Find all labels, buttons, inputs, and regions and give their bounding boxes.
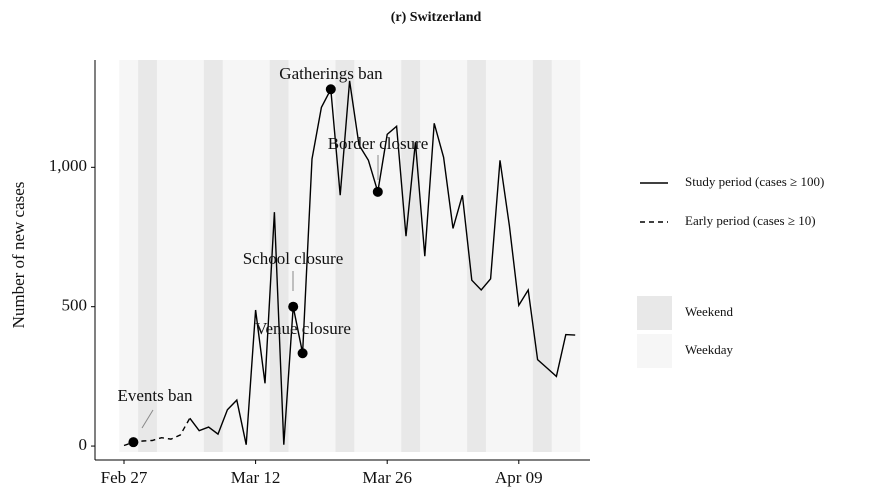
weekday-band: [551, 60, 562, 452]
weekday-band: [156, 60, 167, 452]
event-label: Gatherings ban: [279, 64, 383, 83]
weekday-band: [260, 60, 270, 452]
weekday-band: [354, 60, 364, 452]
event-dot: [297, 348, 308, 359]
weekday-band: [438, 60, 449, 452]
event-label: Venue closure: [255, 319, 351, 338]
weekend-band: [467, 60, 477, 452]
weekend-band: [138, 60, 148, 452]
weekend-band: [213, 60, 223, 452]
weekend-band: [344, 60, 355, 452]
weekend-band: [401, 60, 411, 452]
weekday-band: [222, 60, 233, 452]
weekend-band: [476, 60, 487, 452]
weekend-band: [147, 60, 158, 452]
weekday-band: [297, 60, 308, 452]
weekday-band: [485, 60, 496, 452]
y-tick-label: 0: [79, 435, 88, 454]
weekend-band: [269, 60, 280, 452]
weekend-band: [279, 60, 289, 452]
weekday-band: [363, 60, 374, 452]
weekday-band: [128, 60, 139, 452]
weekend-band: [532, 60, 543, 452]
weekend-band: [335, 60, 346, 452]
weekday-band: [382, 60, 393, 452]
series-line: [189, 80, 576, 445]
weekday-band: [241, 60, 252, 452]
weekday-band: [514, 60, 524, 452]
legend-swatch: [637, 334, 672, 368]
weekday-band: [185, 60, 195, 452]
weekday-band: [504, 60, 515, 452]
weekday-band: [232, 60, 242, 452]
event-leader: [141, 409, 154, 429]
weekday-band: [119, 60, 129, 452]
event-label: Border closure: [328, 134, 429, 153]
weekday-band: [288, 60, 299, 452]
legend-label: Early period (cases ≥ 10): [685, 213, 816, 228]
y-tick-label: 1,000: [49, 156, 87, 175]
x-tick-label: Feb 27: [101, 468, 148, 487]
weekday-band: [373, 60, 383, 452]
weekday-band: [307, 60, 317, 452]
weekday-band: [495, 60, 505, 452]
weekday-band: [250, 60, 261, 452]
x-tick-label: Mar 26: [362, 468, 412, 487]
weekday-band: [523, 60, 534, 452]
weekend-band: [542, 60, 552, 452]
weekday-band: [166, 60, 176, 452]
legend-label: Study period (cases ≥ 100): [685, 174, 824, 189]
event-dot: [128, 437, 139, 448]
weekday-band: [194, 60, 205, 452]
legend-swatch: [637, 296, 672, 330]
plot: 0 500 1,000 Feb 27 Mar 12 Mar 26 Apr 09 Events …: [49, 60, 590, 487]
event-dot: [325, 84, 336, 95]
weekday-band: [570, 60, 581, 452]
y-tick-label: 500: [62, 296, 88, 315]
weekday-band: [316, 60, 327, 452]
x-tick-label: Apr 09: [495, 468, 543, 487]
weekend-band: [203, 60, 214, 452]
weekday-band: [561, 60, 571, 452]
event-label: School closure: [243, 249, 344, 268]
weekday-band: [448, 60, 458, 452]
y-axis-label: Number of new cases: [9, 182, 28, 329]
background-bands: [119, 60, 581, 452]
weekday-band: [429, 60, 440, 452]
event-label: Events ban: [117, 386, 193, 405]
x-tick-label: Mar 12: [231, 468, 281, 487]
weekday-band: [391, 60, 402, 452]
chart-title: (r) Switzerland: [391, 10, 482, 25]
legend-label: Weekend: [685, 304, 734, 319]
weekday-band: [175, 60, 186, 452]
weekend-band: [410, 60, 421, 452]
event-dot: [288, 301, 299, 312]
legend-label: Weekday: [685, 342, 734, 357]
weekday-band: [326, 60, 336, 452]
weekday-band: [457, 60, 468, 452]
event-dot: [372, 186, 383, 197]
